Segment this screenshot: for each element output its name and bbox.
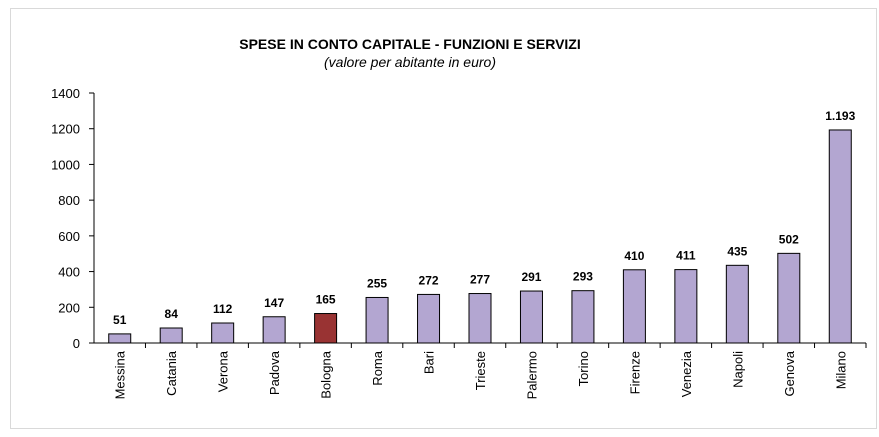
x-tick-label: Genova xyxy=(782,350,797,396)
bar xyxy=(725,264,749,344)
bar xyxy=(622,269,646,344)
y-tick-label: 1400 xyxy=(51,86,80,101)
bar xyxy=(417,293,441,344)
value-label: 502 xyxy=(779,232,799,246)
x-tick-label: Bari xyxy=(422,351,437,374)
x-tick-label: Firenze xyxy=(627,351,642,394)
x-tick-label: Catania xyxy=(164,350,179,396)
x-tick-label: Trieste xyxy=(473,351,488,390)
y-tick-label: 400 xyxy=(58,265,80,280)
x-tick-label: Torino xyxy=(576,351,591,386)
bar xyxy=(108,333,132,344)
value-label: 84 xyxy=(165,307,179,321)
bar xyxy=(262,316,286,344)
bar xyxy=(519,290,543,344)
bar xyxy=(211,322,235,344)
x-tick-label: Bologna xyxy=(319,350,334,398)
value-label: 51 xyxy=(113,313,127,327)
bar xyxy=(571,290,595,344)
x-tick-label: Roma xyxy=(370,350,385,385)
x-tick-label: Padova xyxy=(267,350,282,395)
x-tick-label: Verona xyxy=(216,350,231,392)
bar xyxy=(674,269,698,344)
value-label: 435 xyxy=(727,244,747,258)
bar xyxy=(314,313,338,344)
value-label: 272 xyxy=(419,273,439,287)
value-label: 147 xyxy=(264,296,284,310)
y-tick-label: 800 xyxy=(58,193,80,208)
x-tick-label: Messina xyxy=(113,350,128,399)
value-label: 293 xyxy=(573,270,593,284)
value-label: 291 xyxy=(521,270,541,284)
y-tick-label: 200 xyxy=(58,300,80,315)
bar xyxy=(468,293,492,344)
x-tick-label: Napoli xyxy=(730,351,745,388)
y-tick-label: 1000 xyxy=(51,157,80,172)
chart-frame xyxy=(10,8,877,429)
value-label: 165 xyxy=(316,293,336,307)
x-tick-label: Venezia xyxy=(679,350,694,397)
y-tick-label: 0 xyxy=(73,336,80,351)
value-label: 1.193 xyxy=(825,109,855,123)
x-tick-label: Milano xyxy=(833,351,848,389)
bar xyxy=(777,252,801,344)
value-label: 255 xyxy=(367,276,387,290)
bar xyxy=(828,129,852,344)
value-label: 411 xyxy=(676,249,696,263)
value-label: 112 xyxy=(213,302,233,316)
value-label: 277 xyxy=(470,273,490,287)
y-tick-label: 1200 xyxy=(51,122,80,137)
x-tick-label: Palermo xyxy=(524,351,539,399)
bar xyxy=(365,296,389,344)
y-tick-label: 600 xyxy=(58,229,80,244)
bar xyxy=(159,327,183,344)
chart-subtitle: (valore per abitante in euro) xyxy=(324,54,496,70)
chart-title: SPESE IN CONTO CAPITALE - FUNZIONI E SER… xyxy=(239,36,580,52)
value-label: 410 xyxy=(624,249,644,263)
